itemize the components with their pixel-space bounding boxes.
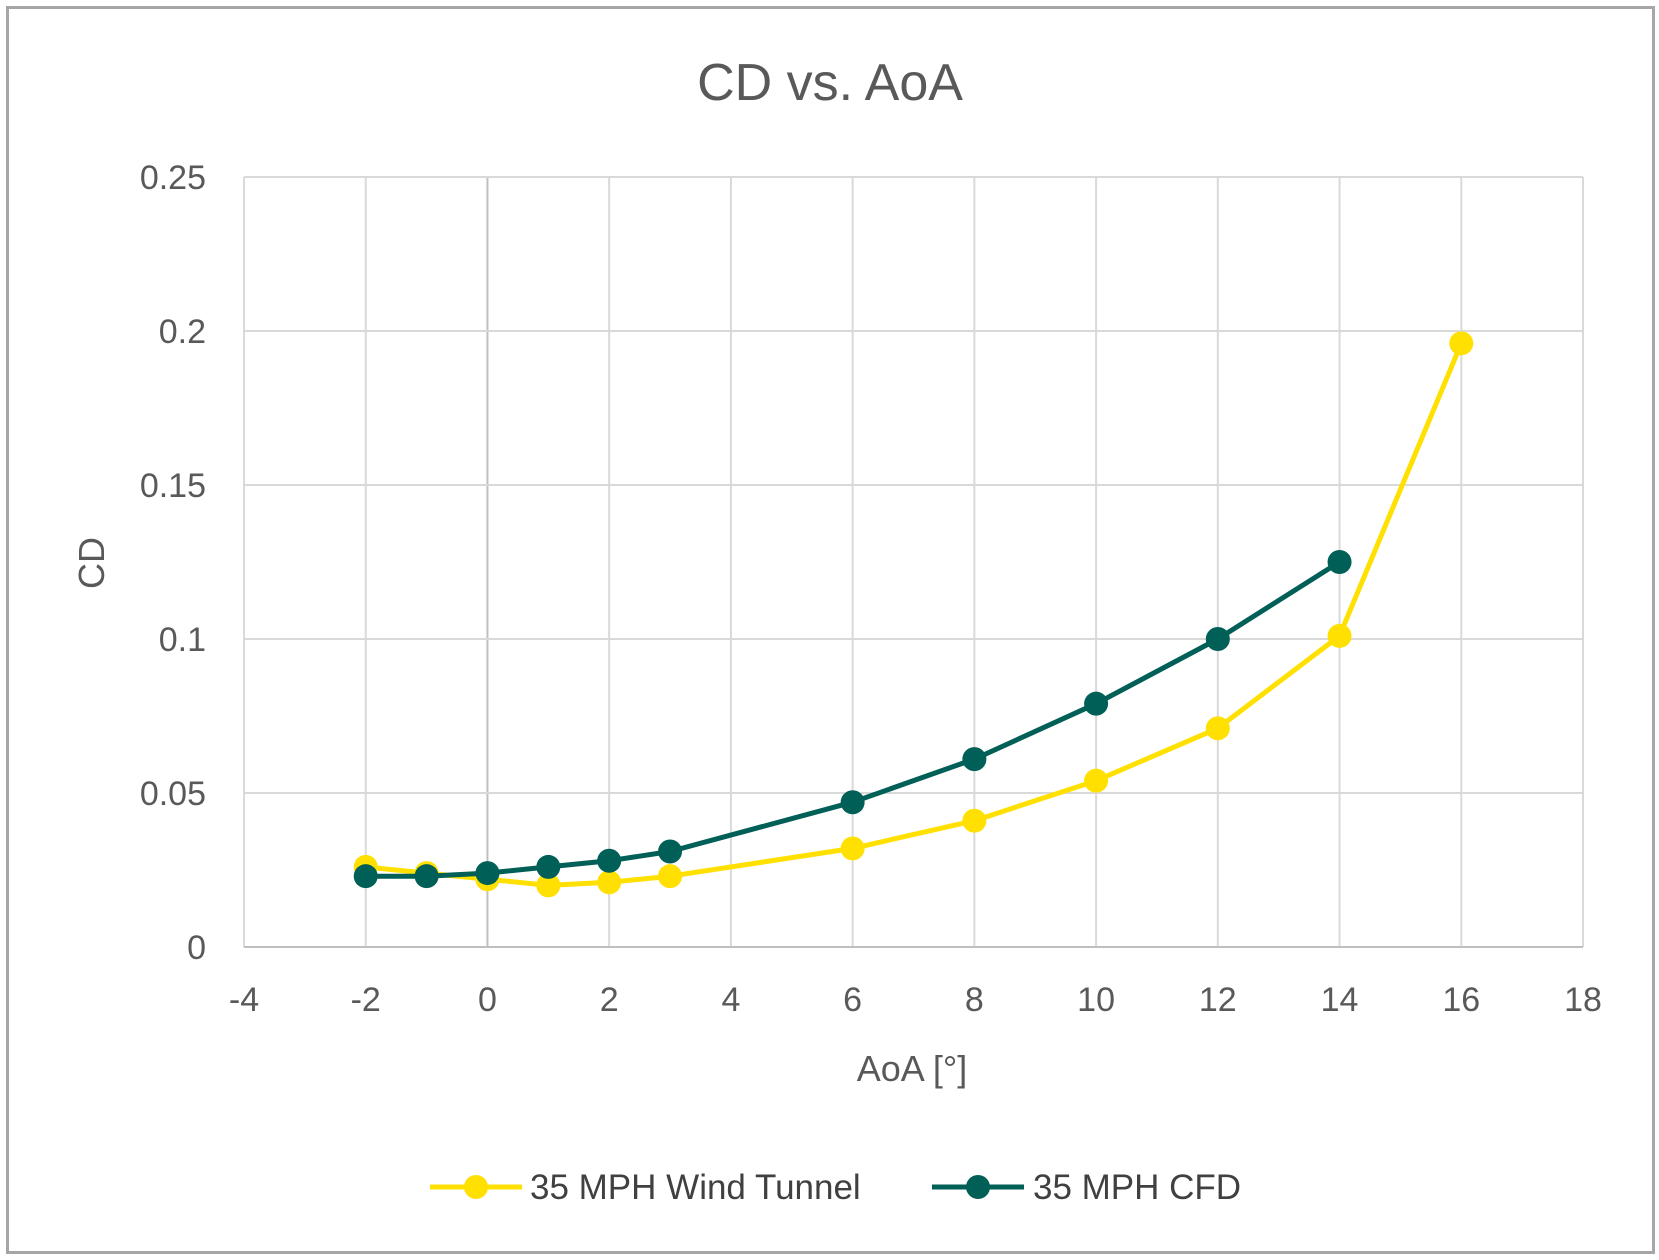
data-point-wind-tunnel — [840, 836, 865, 861]
x-tick-label: 6 — [843, 981, 862, 1019]
x-tick-label: 8 — [965, 981, 984, 1019]
legend-item-wind-tunnel: 35 MPH Wind Tunnel — [430, 1168, 861, 1207]
chart-frame — [6, 6, 1655, 1254]
series-line-wind-tunnel — [365, 342, 1464, 888]
data-point-cfd — [1327, 550, 1352, 574]
data-point-wind-tunnel — [1327, 623, 1352, 648]
y-tick-label: 0.05 — [140, 775, 206, 813]
grid — [243, 176, 1584, 948]
data-point-cfd — [1084, 691, 1109, 716]
data-point-cfd — [962, 747, 987, 772]
legend: 35 MPH Wind Tunnel 35 MPH CFD — [430, 1168, 1241, 1207]
data-point-wind-tunnel — [1205, 716, 1230, 741]
data-point-cfd — [1205, 627, 1230, 651]
data-point-cfd — [353, 864, 378, 889]
y-tick-label: 0.1 — [159, 621, 206, 659]
legend-marker-wind-tunnel — [464, 1175, 488, 1199]
x-tick-label: 14 — [1321, 981, 1359, 1019]
series-layer — [353, 331, 1474, 898]
data-point-cfd — [840, 790, 865, 815]
legend-item-cfd: 35 MPH CFD — [932, 1168, 1241, 1207]
data-point-cfd — [597, 848, 622, 873]
x-tick-label: 18 — [1564, 981, 1602, 1019]
series-wind-tunnel — [353, 331, 1474, 898]
y-axis-ticks: 0 0.05 0.1 0.15 0.2 0.25 — [140, 159, 206, 967]
data-point-cfd — [658, 839, 683, 864]
x-tick-label: 12 — [1199, 981, 1237, 1019]
series-cfd — [353, 550, 1352, 889]
data-point-wind-tunnel — [962, 808, 987, 833]
y-axis-title: CD — [71, 537, 112, 589]
x-tick-label: 16 — [1442, 981, 1480, 1019]
y-tick-label: 0.25 — [140, 159, 206, 197]
data-point-wind-tunnel — [1084, 768, 1109, 793]
chart-title: CD vs. AoA — [697, 54, 963, 112]
data-point-wind-tunnel — [597, 870, 622, 895]
data-point-cfd — [414, 864, 439, 889]
data-point-cfd — [475, 861, 500, 886]
y-tick-label: 0 — [187, 929, 206, 967]
x-tick-label: 4 — [721, 981, 740, 1019]
y-tick-label: 0.15 — [140, 467, 206, 505]
x-tick-label: -4 — [229, 981, 259, 1019]
x-tick-label: 0 — [478, 981, 497, 1019]
legend-label-wind-tunnel: 35 MPH Wind Tunnel — [530, 1168, 861, 1207]
x-tick-label: -2 — [351, 981, 381, 1019]
data-point-wind-tunnel — [658, 864, 683, 889]
x-axis-ticks: -4 -2 0 2 4 6 8 10 12 14 16 18 — [229, 981, 1602, 1019]
legend-marker-cfd — [966, 1175, 990, 1199]
x-tick-label: 2 — [600, 981, 619, 1019]
data-point-wind-tunnel — [536, 873, 561, 898]
data-point-wind-tunnel — [1449, 331, 1474, 356]
legend-label-cfd: 35 MPH CFD — [1033, 1168, 1241, 1207]
y-tick-label: 0.2 — [159, 313, 206, 351]
x-tick-label: 10 — [1077, 981, 1115, 1019]
x-axis-title: AoA [°] — [857, 1048, 967, 1089]
data-point-cfd — [536, 854, 561, 879]
